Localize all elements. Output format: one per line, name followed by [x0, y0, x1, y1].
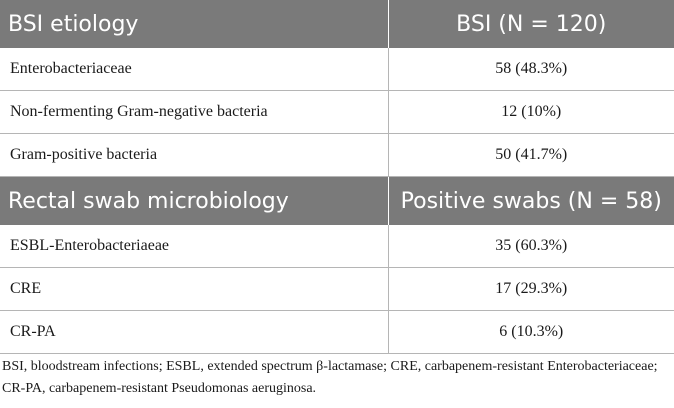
table-row: ESBL-Enterobacteriaeae 35 (60.3%)	[0, 225, 674, 268]
table-row: Gram-positive bacteria 50 (41.7%)	[0, 133, 674, 177]
row-label: Gram-positive bacteria	[0, 133, 389, 177]
positive-swabs-header: Positive swabs (N = 58)	[388, 176, 674, 225]
table-footnote: BSI, bloodstream infections; ESBL, exten…	[2, 359, 658, 396]
rectal-swab-header: Rectal swab microbiology	[0, 176, 389, 225]
row-label: ESBL-Enterobacteriaeae	[0, 225, 389, 268]
bsi-etiology-header: BSI etiology	[0, 0, 389, 48]
row-value: 35 (60.3%)	[388, 225, 674, 268]
row-value: 12 (10%)	[388, 90, 674, 134]
section-header-rectal-swab: Rectal swab microbiology Positive swabs …	[0, 176, 674, 225]
row-value: 17 (29.3%)	[388, 267, 674, 311]
results-table: BSI etiology BSI (N = 120) Enterobacteri…	[0, 0, 674, 354]
row-value: 58 (48.3%)	[388, 48, 674, 91]
table-row: Non-fermenting Gram-negative bacteria 12…	[0, 90, 674, 134]
table-row: CR-PA 6 (10.3%)	[0, 310, 674, 354]
row-label: CR-PA	[0, 310, 389, 354]
bsi-count-header: BSI (N = 120)	[388, 0, 674, 48]
row-label: Enterobacteriaceae	[0, 48, 389, 91]
table-row: CRE 17 (29.3%)	[0, 267, 674, 311]
section-header-bsi: BSI etiology BSI (N = 120)	[0, 0, 674, 48]
row-value: 50 (41.7%)	[388, 133, 674, 177]
row-label: CRE	[0, 267, 389, 311]
row-value: 6 (10.3%)	[388, 310, 674, 354]
row-label: Non-fermenting Gram-negative bacteria	[0, 90, 389, 134]
table-row: Enterobacteriaceae 58 (48.3%)	[0, 48, 674, 91]
